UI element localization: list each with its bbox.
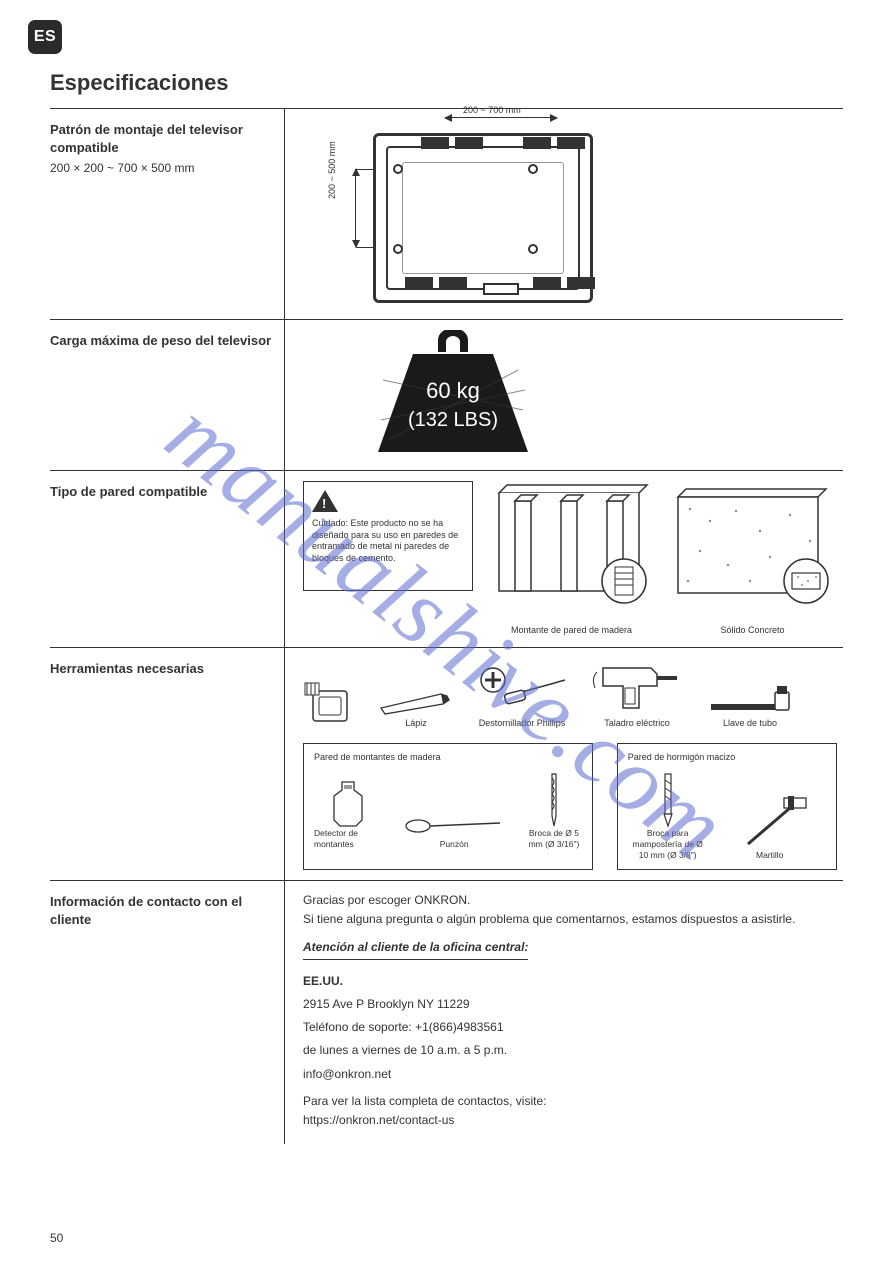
contact-hq-label: Atención al cliente de la oficina centra…: [303, 938, 528, 960]
vesa-label: Patrón de montaje del televisor compatib…: [50, 121, 274, 156]
pencil-icon: Lápiz: [377, 688, 455, 730]
walls-label-cell: Tipo de pared compatible: [50, 471, 285, 647]
contact-phone: +1(866)4983561: [415, 1020, 503, 1034]
weight-kg: 60 kg: [426, 378, 480, 403]
vesa-label-cell: Patrón de montaje del televisor compatib…: [50, 109, 285, 319]
tools-label: Herramientas necesarias: [50, 660, 274, 678]
vesa-range: 200 × 200 ~ 700 × 500 mm: [50, 160, 274, 176]
tool-label: Taladro eléctrico: [604, 718, 670, 730]
tv-back-diagram: 200 ~ 700 mm 200 ~ 500 mm: [333, 119, 593, 309]
contact-country: EE.UU.: [303, 972, 837, 991]
concrete-tools-box: Pared de hormigón macizo Broca para mamp…: [617, 743, 837, 870]
wood-stud-caption: Montante de pared de madera: [489, 625, 654, 637]
tools-label-cell: Herramientas necesarias: [50, 648, 285, 881]
page-title: Especificaciones: [50, 70, 843, 96]
contact-web-hint: Para ver la lista completa de contactos,…: [303, 1094, 546, 1108]
contact-label-cell: Información de contacto con el cliente: [50, 881, 285, 1144]
row-contact: Información de contacto con el cliente G…: [50, 881, 843, 1144]
drill-icon: Taladro eléctrico: [589, 658, 685, 730]
wood-stud-figure: Montante de pared de madera: [489, 481, 654, 637]
screwdriver-icon: Destornillador Phillips: [477, 666, 567, 730]
vent-icon: [421, 137, 449, 149]
tool-label: Martillo: [756, 850, 783, 861]
contact-phone-label: Teléfono de soporte:: [303, 1020, 415, 1034]
contact-hours: de lunes a viernes de 10 a.m. a 5 p.m.: [303, 1041, 837, 1060]
weight-label: Carga máxima de peso del televisor: [50, 332, 274, 350]
weight-lbs: (132 LBS): [408, 409, 498, 431]
tv-inner: [386, 146, 580, 290]
dimension-horizontal: [445, 117, 557, 118]
wood-box-title: Pared de montantes de madera: [314, 752, 582, 764]
spec-table: Patrón de montaje del televisor compatib…: [50, 108, 843, 1144]
weight-figure-cell: 60 kg (132 LBS): [285, 320, 843, 470]
tool-label: Punzón: [440, 839, 469, 850]
row-walls: Tipo de pared compatible Cuidado: Este p…: [50, 471, 843, 648]
contact-intro2: Si tiene alguna pregunta o algún problem…: [303, 912, 795, 926]
mount-hole-icon: [393, 164, 403, 174]
vent-icon: [439, 277, 467, 289]
row-weight: Carga máxima de peso del televisor 60 kg…: [50, 320, 843, 471]
dimension-vertical: [355, 169, 356, 247]
io-port-icon: [483, 283, 519, 295]
weight-label-cell: Carga máxima de peso del televisor: [50, 320, 285, 470]
walls-label: Tipo de pared compatible: [50, 483, 274, 501]
tool-label: Broca para mampostería de Ø 10 mm (Ø 3/8…: [628, 828, 708, 861]
concrete-caption: Sólido Concreto: [670, 625, 835, 637]
contact-web-url: https://onkron.net/contact-us: [303, 1113, 454, 1127]
concrete-figure: Sólido Concreto: [670, 481, 835, 637]
warning-triangle-icon: [312, 490, 338, 512]
contact-label: Información de contacto con el cliente: [50, 893, 274, 928]
mount-hole-icon: [393, 244, 403, 254]
contact-email: info@onkron.net: [303, 1065, 837, 1084]
tape-measure-icon: [303, 681, 355, 729]
vent-icon: [567, 277, 595, 289]
awl-icon: Punzón: [404, 813, 504, 850]
tools-figure-cell: Lápiz Destornillador Phillips Taladro el…: [285, 648, 843, 881]
vesa-figure-cell: 200 ~ 700 mm 200 ~ 500 mm: [285, 109, 843, 319]
socket-wrench-icon: Llave de tubo: [707, 682, 793, 730]
masonry-bit-icon: Broca para mampostería de Ø 10 mm (Ø 3/8…: [628, 772, 708, 861]
walls-figure-cell: Cuidado: Este producto no se ha diseñado…: [285, 471, 843, 647]
dim-top-label: 200 ~ 700 mm: [463, 105, 521, 117]
tool-label: Llave de tubo: [723, 718, 777, 730]
warning-box: Cuidado: Este producto no se ha diseñado…: [303, 481, 473, 591]
contact-address: 2915 Ave P Brooklyn NY 11229: [303, 995, 837, 1014]
drill-bit-icon: Broca de Ø 5 mm (Ø 3/16"): [526, 772, 582, 850]
row-vesa: Patrón de montaje del televisor compatib…: [50, 109, 843, 320]
hammer-icon: Martillo: [730, 794, 810, 861]
contact-intro: Gracias por escoger ONKRON.: [303, 893, 470, 907]
mount-hole-icon: [528, 164, 538, 174]
row-tools: Herramientas necesarias Lápiz Destornill…: [50, 648, 843, 882]
weight-icon: 60 kg (132 LBS): [363, 330, 543, 460]
stud-finder-icon: Detector de montantes: [314, 778, 382, 850]
mount-hole-icon: [528, 244, 538, 254]
dim-left-label: 200 ~ 500 mm: [327, 141, 339, 199]
vent-icon: [557, 137, 585, 149]
wood-tools-box: Pared de montantes de madera Detector de…: [303, 743, 593, 870]
vent-icon: [455, 137, 483, 149]
language-badge: ES: [28, 20, 62, 54]
concrete-box-title: Pared de hormigón macizo: [628, 752, 826, 764]
vent-icon: [533, 277, 561, 289]
page-number: 50: [50, 1231, 63, 1245]
tool-label: Detector de montantes: [314, 828, 382, 850]
contact-content: Gracias por escoger ONKRON. Si tiene alg…: [285, 881, 843, 1144]
tool-label: Broca de Ø 5 mm (Ø 3/16"): [526, 828, 582, 850]
tool-label: Destornillador Phillips: [479, 718, 566, 730]
vent-icon: [523, 137, 551, 149]
tool-label: Lápiz: [405, 718, 427, 730]
warning-text: Cuidado: Este producto no se ha diseñado…: [312, 518, 464, 565]
vent-icon: [405, 277, 433, 289]
